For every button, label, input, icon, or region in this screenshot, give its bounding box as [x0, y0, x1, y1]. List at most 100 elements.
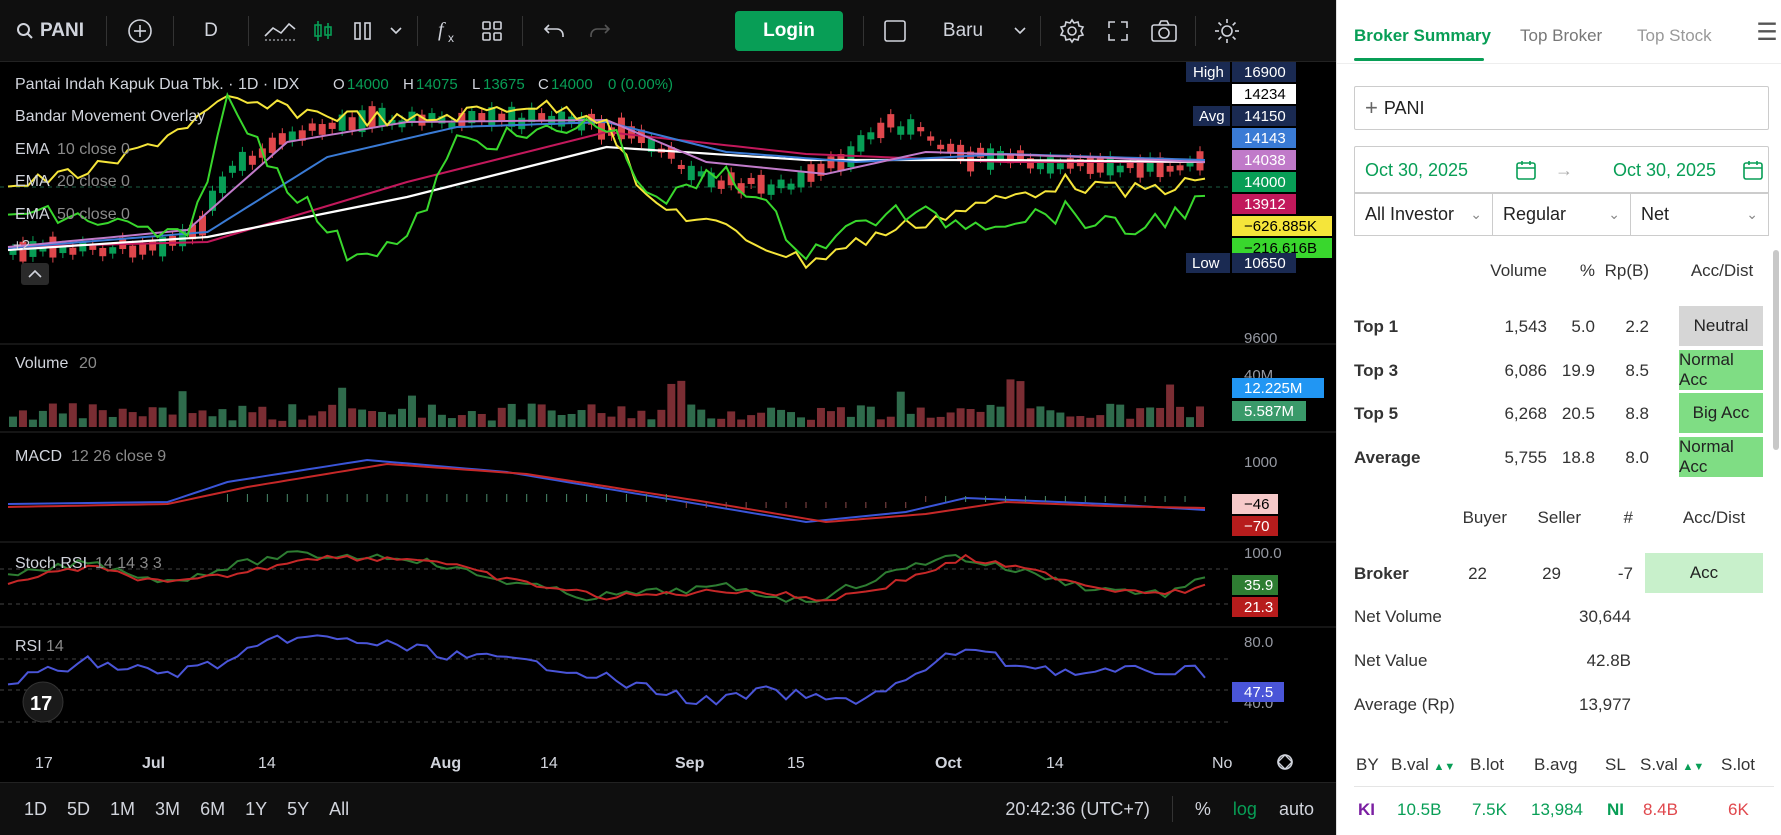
legend-more[interactable]: +2	[13, 237, 30, 254]
legend-ema10-name[interactable]: EMA	[15, 141, 50, 158]
volume-bar	[886, 416, 895, 427]
time-axis-label: Oct	[935, 755, 962, 772]
volume-bar	[198, 410, 207, 427]
status-badge: Neutral	[1679, 306, 1763, 346]
volume-bar	[128, 412, 137, 427]
log-toggle[interactable]: log	[1232, 798, 1257, 819]
status-badge: Big Acc	[1679, 393, 1763, 433]
legend-overlay[interactable]: Bandar Movement Overlay	[15, 108, 205, 125]
candle-body	[189, 224, 197, 240]
menu-icon[interactable]: ☰	[1756, 19, 1778, 46]
fullscreen-button[interactable]	[1095, 11, 1141, 51]
redo-button[interactable]	[577, 11, 623, 51]
tab-top-stock[interactable]: Top Stock	[1637, 26, 1712, 45]
avg-value-box	[1232, 106, 1296, 126]
legend-collapse-button[interactable]	[21, 263, 49, 285]
trade-header-bval[interactable]: B.val ▲▼	[1391, 755, 1455, 775]
range-all[interactable]: All	[329, 798, 350, 819]
chart-canvas[interactable]: Pantai Indah Kapuk Dua Tbk. · 1D · IDX O…	[0, 62, 1336, 782]
candle-body	[278, 133, 286, 145]
candle-body	[538, 113, 546, 120]
tab-broker-summary[interactable]: Broker Summary	[1354, 26, 1492, 45]
scrollbar[interactable]	[1773, 250, 1779, 450]
date-from[interactable]: Oct 30, 2025	[1365, 160, 1469, 180]
templates-button[interactable]	[470, 11, 514, 51]
market-select[interactable]: Regular ⌄	[1493, 193, 1631, 235]
range-5y[interactable]: 5Y	[287, 798, 310, 819]
candle-body	[707, 172, 715, 188]
percent-toggle[interactable]: %	[1194, 798, 1211, 819]
tab-top-broker[interactable]: Top Broker	[1520, 26, 1603, 45]
calendar-icon[interactable]	[1515, 159, 1537, 181]
last-price-box	[1232, 84, 1296, 104]
interval-button[interactable]: D	[204, 19, 218, 41]
date-range: Oct 30, 2025 → Oct 30, 2025	[1354, 146, 1769, 194]
layout-name[interactable]: Baru	[942, 19, 984, 41]
undo-button[interactable]	[531, 11, 577, 51]
candle-body	[777, 179, 785, 189]
filter-row: All Investor ⌄ Regular ⌄ Net ⌄	[1354, 192, 1769, 236]
volume-bar	[338, 387, 347, 427]
volume-name[interactable]: Volume	[15, 355, 68, 372]
rsi-name[interactable]: RSI	[15, 638, 42, 655]
tradingview-logo[interactable]	[22, 681, 64, 723]
calendar-icon[interactable]	[1742, 159, 1764, 181]
candle-body	[957, 144, 965, 160]
candle-body	[1166, 165, 1174, 172]
mode-select[interactable]: Net ⌄	[1631, 193, 1768, 235]
chart-svg[interactable]: Pantai Indah Kapuk Dua Tbk. · 1D · IDX O…	[0, 62, 1336, 782]
candle-body	[1106, 156, 1114, 176]
range-1d[interactable]: 1D	[24, 798, 48, 819]
bars-button[interactable]	[343, 11, 383, 51]
range-3m[interactable]: 3M	[155, 798, 181, 819]
layout-select-button[interactable]	[872, 11, 918, 51]
broker-header-accdist: Acc/Dist	[1682, 508, 1746, 527]
candle-body	[268, 137, 276, 153]
investor-select[interactable]: All Investor ⌄	[1355, 193, 1493, 235]
range-1m[interactable]: 1M	[110, 798, 136, 819]
settings-button[interactable]	[1049, 11, 1095, 51]
auto-toggle[interactable]: auto	[1278, 798, 1314, 819]
range-1y[interactable]: 1Y	[245, 798, 268, 819]
login-button[interactable]: Login	[734, 10, 843, 51]
main-legend: Pantai Indah Kapuk Dua Tbk. · 1D · IDX O…	[13, 76, 673, 285]
candle-body	[9, 248, 17, 255]
candle-body	[947, 143, 955, 153]
stoch-d-line	[7, 553, 1206, 602]
stock-input[interactable]: + PANI	[1354, 86, 1769, 130]
legend-ema50-name[interactable]: EMA	[15, 206, 50, 223]
range-5d[interactable]: 5D	[67, 798, 91, 819]
screenshot-button[interactable]	[1141, 11, 1187, 51]
range-6m[interactable]: 6M	[200, 798, 226, 819]
volume-bar	[876, 419, 885, 427]
stoch-name[interactable]: Stoch RSI	[15, 555, 87, 572]
layout-dropdown[interactable]	[1008, 11, 1032, 51]
symbol-search[interactable]: PANI	[0, 11, 98, 51]
trade-row-sl[interactable]: NI	[1607, 800, 1624, 819]
rsi-line	[7, 634, 1206, 706]
volume-bar	[238, 405, 247, 427]
legend-ema20-name[interactable]: EMA	[15, 173, 50, 190]
theme-toggle[interactable]	[1204, 11, 1250, 51]
divider	[1354, 786, 1774, 787]
ema20-value-box	[1232, 128, 1296, 148]
line-tool-button[interactable]	[257, 11, 303, 51]
candle-body	[338, 114, 346, 131]
date-to[interactable]: Oct 30, 2025	[1613, 160, 1717, 180]
candle-body	[69, 247, 77, 255]
volume-bar	[916, 407, 925, 427]
clock[interactable]: 20:42:36 (UTC+7)	[1005, 798, 1150, 819]
macd-name[interactable]: MACD	[15, 448, 62, 465]
bottom-bar: 1D 5D 1M 3M 6M 1Y 5Y All 20:42:36 (UTC+7…	[0, 782, 1336, 835]
compare-button[interactable]	[115, 11, 165, 51]
stoch-pane: Stoch RSI 14 14 3 3 100.0 35.9 21.3	[15, 545, 1282, 617]
chart-type-dropdown[interactable]	[383, 11, 409, 51]
candles-button[interactable]	[303, 11, 343, 51]
trade-header-sval[interactable]: S.val ▲▼	[1640, 755, 1704, 775]
time-axis-label: Sep	[675, 755, 705, 772]
stoch-value-a-box	[1232, 575, 1278, 595]
volume-bar	[816, 407, 825, 427]
trade-row-by[interactable]: KI	[1358, 800, 1375, 819]
